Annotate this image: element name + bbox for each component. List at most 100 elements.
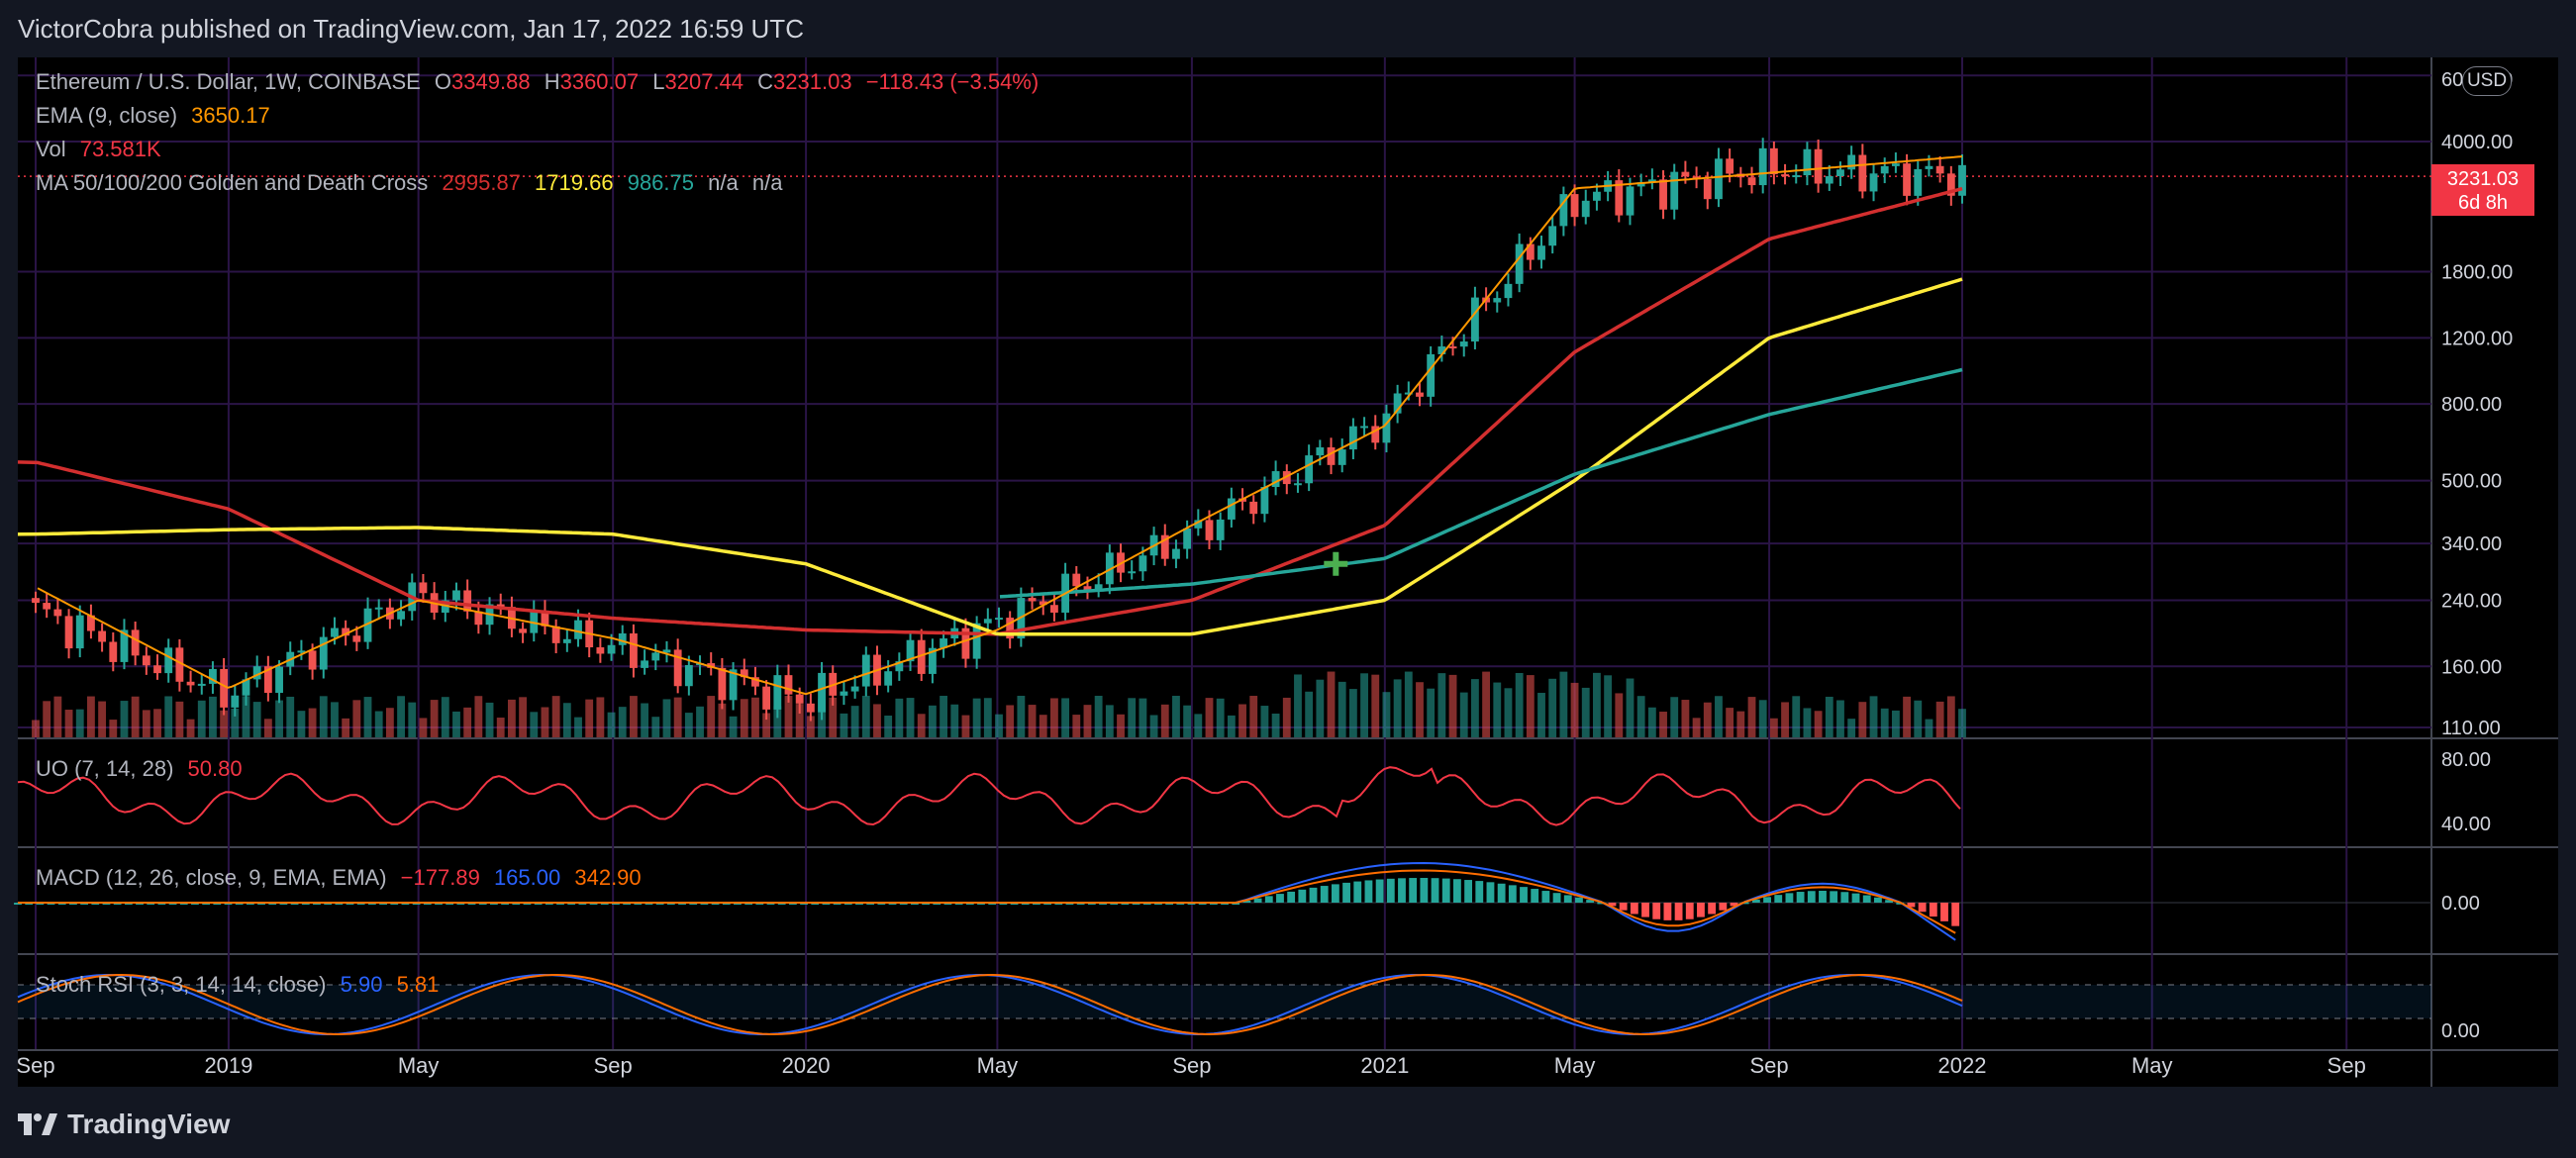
volume-bar bbox=[87, 696, 95, 737]
time-axis-label: Sep bbox=[16, 1053, 54, 1078]
volume-bar bbox=[861, 696, 870, 737]
publish-info: VictorCobra published on TradingView.com… bbox=[18, 14, 804, 44]
price-axis-label: 110.00 bbox=[2441, 718, 2501, 739]
macd-value-signal: 342.90 bbox=[574, 865, 642, 890]
macd-histogram-bar bbox=[1420, 878, 1429, 903]
volume-bar bbox=[1216, 698, 1225, 737]
candle-body bbox=[1803, 148, 1812, 176]
volume-bar bbox=[818, 699, 826, 737]
macd-legend[interactable]: MACD (12, 26, close, 9, EMA, EMA) −177.8… bbox=[36, 865, 649, 891]
ema-value: 3650.17 bbox=[191, 103, 270, 128]
volume-bar bbox=[1958, 709, 1966, 737]
volume-bar bbox=[164, 696, 173, 737]
macd-histogram-bar bbox=[1774, 895, 1783, 903]
candle-body bbox=[1935, 165, 1944, 174]
ma-legend[interactable]: MA 50/100/200 Golden and Death Cross 299… bbox=[36, 170, 790, 196]
volume-bar bbox=[1105, 705, 1114, 737]
volume-bar bbox=[385, 708, 394, 737]
golden-cross-marker bbox=[1324, 551, 1348, 576]
volume-bar bbox=[1194, 714, 1203, 737]
candle-body bbox=[917, 639, 926, 674]
volume-bar bbox=[1681, 700, 1690, 737]
uo-axis-label: 80.00 bbox=[2441, 749, 2491, 771]
volume-bar bbox=[607, 712, 616, 737]
volume-bar bbox=[1271, 713, 1280, 737]
volume-bar bbox=[1249, 696, 1258, 737]
na-value-2: n/a bbox=[751, 170, 783, 195]
candle-body bbox=[496, 604, 505, 608]
macd-histogram-bar bbox=[1298, 889, 1307, 903]
volume-bar bbox=[363, 697, 372, 737]
volume-bar bbox=[1515, 672, 1524, 737]
macd-histogram-bar bbox=[1320, 886, 1329, 903]
volume-bar bbox=[374, 711, 383, 737]
volume-bar bbox=[718, 703, 727, 737]
candle-body bbox=[751, 677, 759, 687]
volume-bar bbox=[1028, 705, 1037, 737]
volume-bar bbox=[308, 708, 317, 737]
macd-histogram-bar bbox=[1242, 901, 1251, 904]
candle-body bbox=[1348, 426, 1357, 450]
volume-bar bbox=[507, 699, 516, 737]
price-axis-label: 160.00 bbox=[2441, 656, 2502, 678]
macd-histogram-bar bbox=[1951, 903, 1960, 926]
volume-bar bbox=[1282, 697, 1291, 737]
candle-body bbox=[1305, 455, 1314, 484]
volume-bar bbox=[1183, 705, 1192, 737]
stoch-legend[interactable]: Stoch RSI (3, 3, 14, 14, close) 5.90 5.8… bbox=[36, 972, 446, 998]
volume-bar bbox=[75, 709, 84, 737]
volume-bar bbox=[142, 710, 150, 737]
volume-bar bbox=[684, 713, 693, 737]
volume-bar bbox=[1437, 673, 1446, 737]
candle-body bbox=[972, 623, 981, 659]
volume-bar bbox=[1593, 672, 1601, 737]
symbol-title[interactable]: Ethereum / U.S. Dollar, 1W, COINBASE bbox=[36, 69, 421, 94]
candle-body bbox=[1781, 174, 1789, 177]
macd-histogram-bar bbox=[1785, 893, 1794, 903]
volume-bar bbox=[1404, 671, 1413, 737]
price-axis-label: 500.00 bbox=[2441, 471, 2502, 493]
volume-bar bbox=[1470, 679, 1479, 737]
volume-bar bbox=[1504, 688, 1513, 737]
candle-body bbox=[419, 582, 428, 594]
price-axis-label: 240.00 bbox=[2441, 590, 2502, 612]
volume-bar bbox=[1703, 702, 1712, 737]
candle-body bbox=[1825, 176, 1833, 184]
volume-bar bbox=[1360, 673, 1368, 737]
candle-body bbox=[53, 609, 62, 617]
volume-bar bbox=[1925, 719, 1933, 737]
currency-badge[interactable]: USD bbox=[2462, 66, 2512, 96]
candle-body bbox=[850, 686, 859, 692]
macd-histogram-bar bbox=[1652, 903, 1661, 919]
macd-histogram-bar bbox=[1452, 879, 1461, 903]
macd-histogram-bar bbox=[1464, 880, 1473, 903]
candle-body bbox=[1958, 164, 1966, 196]
close-label: C bbox=[757, 69, 774, 94]
macd-histogram-bar bbox=[1287, 891, 1296, 903]
macd-histogram-bar bbox=[1663, 903, 1672, 920]
volume-bar bbox=[1526, 675, 1535, 737]
volume-bar bbox=[1061, 698, 1070, 737]
footer-brand[interactable]: TradingView bbox=[18, 1105, 230, 1144]
candle-body bbox=[242, 679, 250, 696]
volume-bar bbox=[983, 698, 992, 737]
uo-legend[interactable]: UO (7, 14, 28) 50.80 bbox=[36, 756, 250, 782]
volume-bar bbox=[1647, 707, 1656, 737]
high-label: H bbox=[544, 69, 560, 94]
candle-body bbox=[718, 667, 727, 701]
volume-bar bbox=[263, 719, 272, 737]
volume-legend[interactable]: Vol 73.581K bbox=[36, 137, 169, 162]
volume-bar bbox=[220, 710, 229, 737]
macd-histogram-bar bbox=[1575, 897, 1583, 903]
candle-body bbox=[1039, 601, 1047, 606]
ema-legend[interactable]: EMA (9, close) 3650.17 bbox=[36, 103, 278, 129]
publish-header: VictorCobra published on TradingView.com… bbox=[0, 0, 2576, 57]
volume-bar bbox=[740, 699, 748, 737]
candle-body bbox=[662, 649, 671, 653]
volume-bar bbox=[1559, 671, 1568, 737]
open-label: O bbox=[434, 69, 452, 94]
candle-body bbox=[1946, 173, 1955, 196]
volume-label: Vol bbox=[36, 137, 66, 161]
close-value: 3231.03 bbox=[773, 69, 852, 94]
